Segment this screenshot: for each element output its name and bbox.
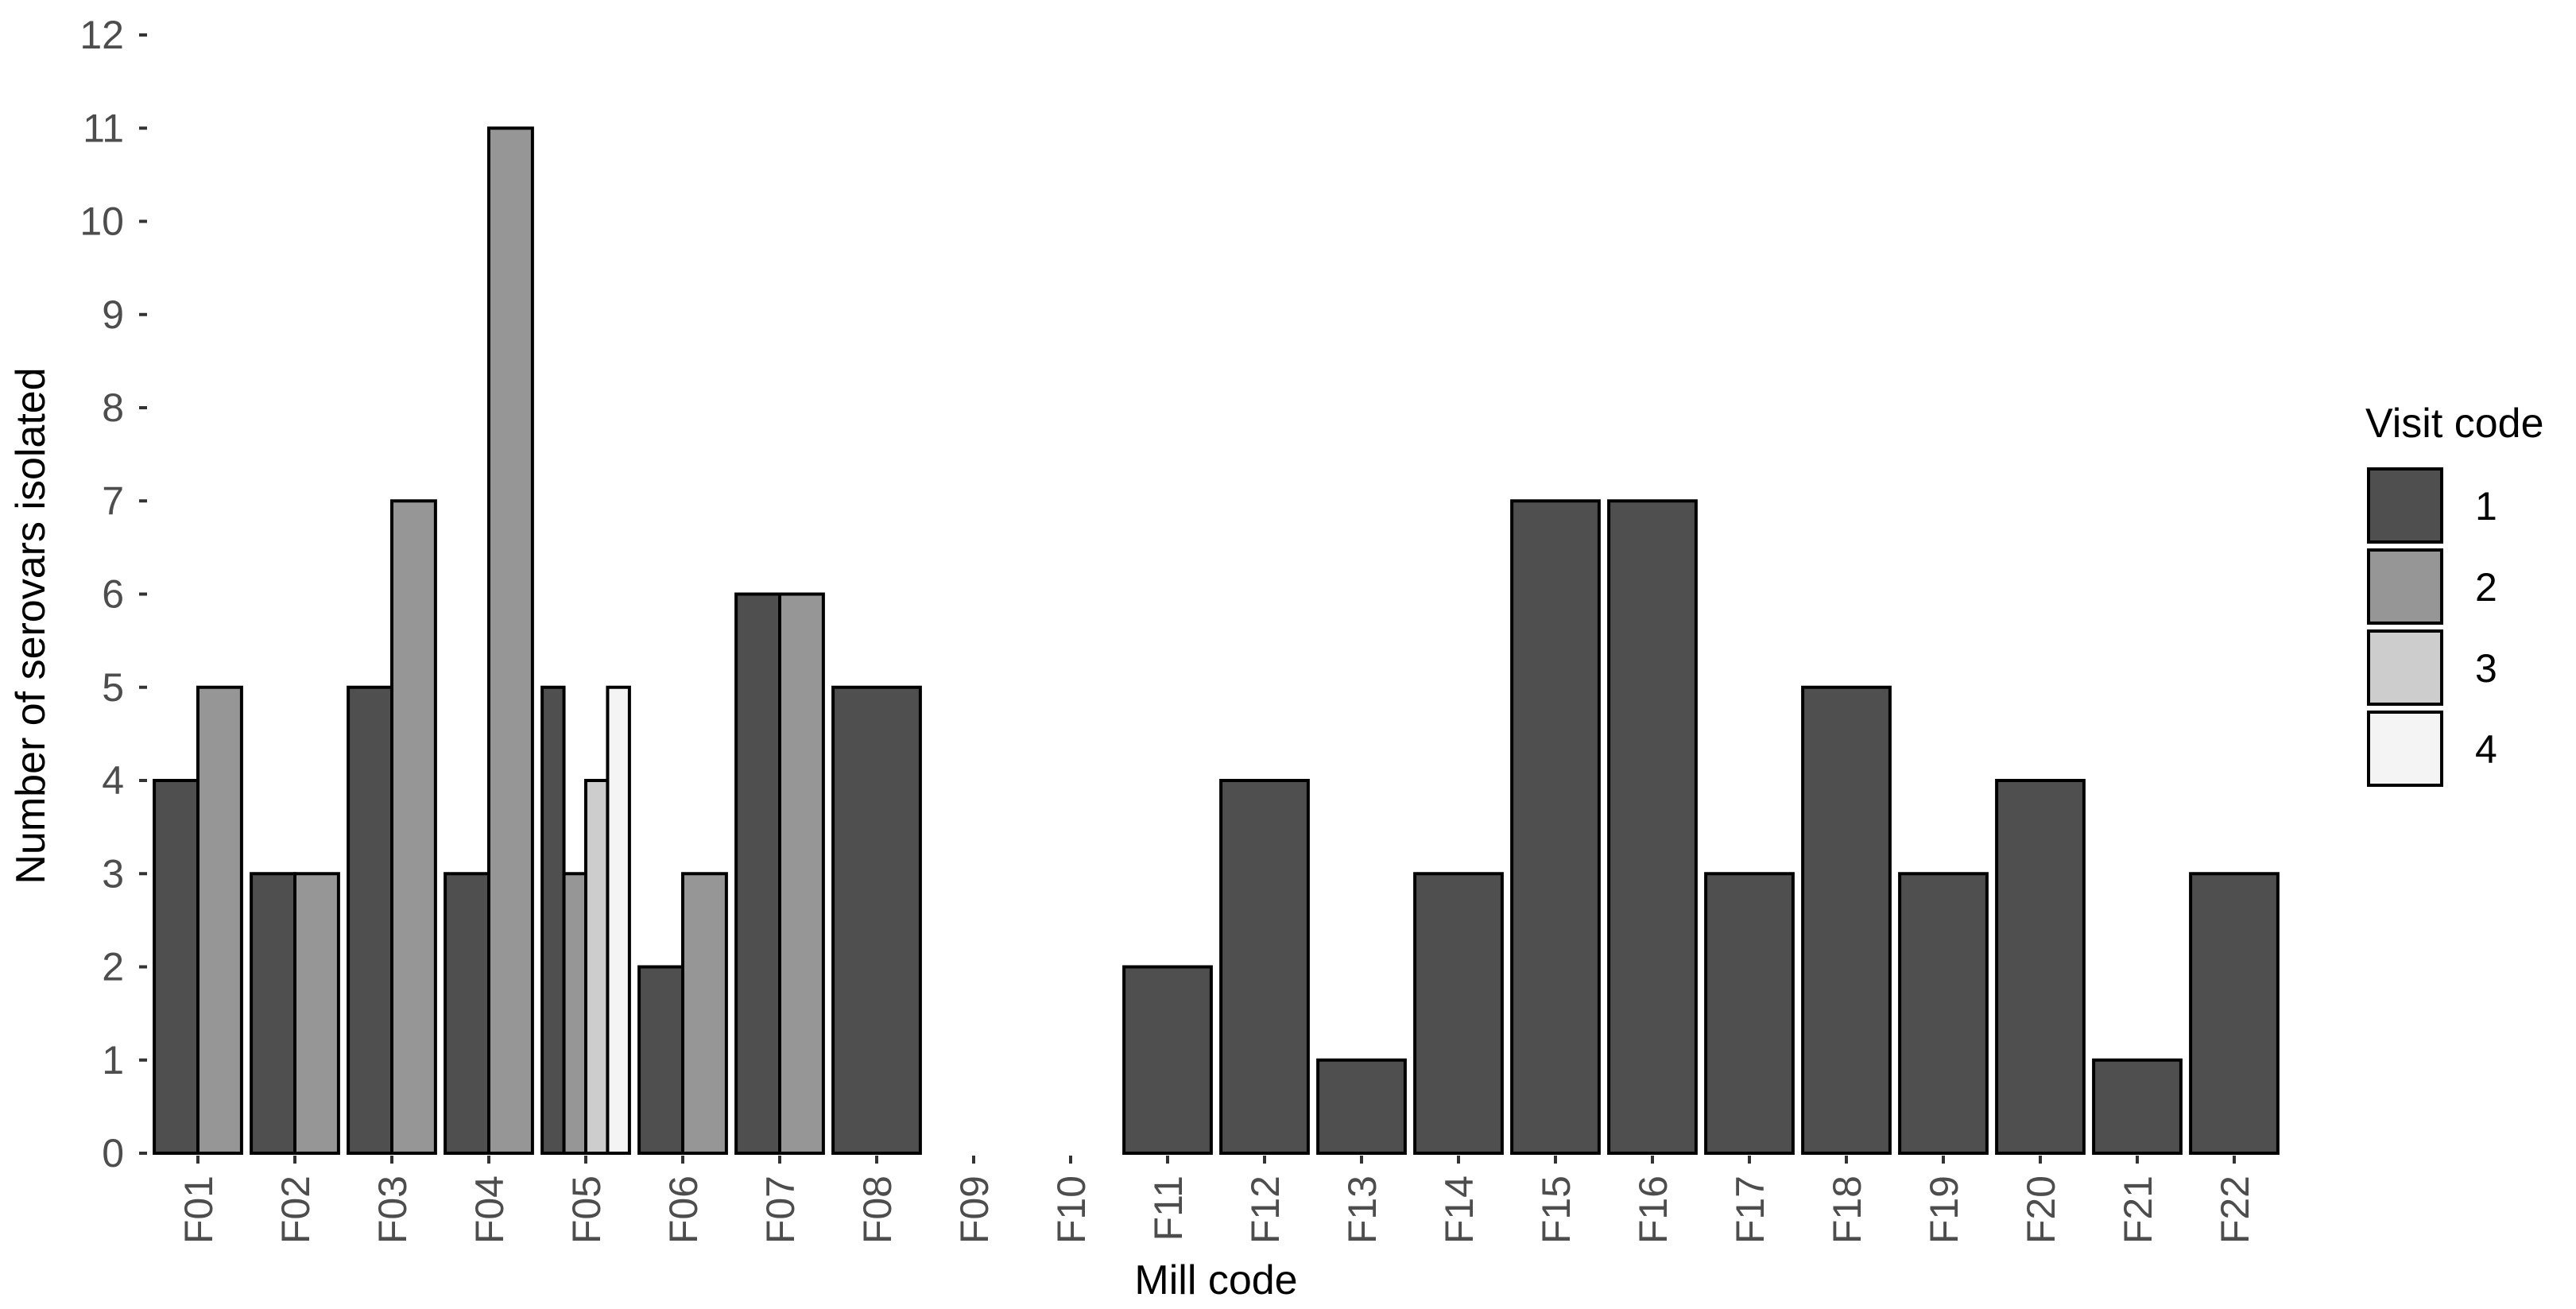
x-tick-label: F19 [1922,1175,1966,1244]
y-tick-label: 1 [102,1038,124,1082]
x-tick-label: F15 [1534,1175,1579,1244]
bar-F22-visit-1 [2189,872,2280,1155]
x-tick-label: F08 [855,1175,900,1244]
x-axis: F01 F02 F03 F04 F05 F06 F07 F08 F09 F10 F11 F12 F13 F… [176,1156,2257,1244]
x-tick-label: F14 [1437,1175,1482,1244]
bar-F03-visit-1 [347,685,394,1155]
x-tick-label: F12 [1243,1175,1288,1244]
legend-key-3 [2367,629,2443,706]
x-tick-label: F07 [758,1175,803,1244]
y-tick-label: 11 [83,106,124,150]
x-tick-label: F20 [2019,1175,2063,1244]
bar-F02-visit-1 [250,872,297,1155]
y-tick-label: 12 [79,13,124,57]
x-tick-label: F01 [176,1175,221,1244]
y-tick-label: 3 [102,851,124,896]
x-tick-label: F13 [1340,1175,1385,1244]
x-tick-label: F16 [1631,1175,1675,1244]
x-tick-label: F11 [1146,1175,1191,1241]
y-tick-label: 10 [79,199,124,244]
x-tick-label: F10 [1049,1175,1094,1244]
y-tick-label: 4 [102,758,124,803]
bar-F14-visit-1 [1413,872,1504,1155]
bar-F07-visit-2 [778,592,825,1155]
bar-F04-visit-1 [444,872,490,1155]
legend-label-3: 3 [2475,646,2497,691]
bar-F05-visit-2 [562,872,587,1155]
legend-key-4 [2367,711,2443,787]
bar-F16-visit-1 [1607,499,1698,1155]
legend-title: Visit code [2365,401,2544,447]
y-axis-title: Number of serovars isolated [8,367,54,884]
bar-F17-visit-1 [1704,872,1795,1155]
legend-key-1 [2367,467,2443,544]
bar-F05-visit-1 [540,685,566,1155]
bar-F11-visit-1 [1122,965,1213,1155]
bar-F01-visit-2 [196,685,243,1155]
bar-F06-visit-2 [681,872,728,1155]
legend: Visit code 1 2 3 4 [2365,401,2544,787]
x-tick-label: F05 [564,1175,609,1244]
x-tick-label: F02 [273,1175,318,1244]
y-tick-label: 6 [102,572,124,617]
y-tick-label: 9 [102,292,124,337]
bar-F20-visit-1 [1995,779,2086,1155]
legend-label-4: 4 [2475,727,2497,772]
y-tick-label: 7 [102,478,124,523]
legend-key-2 [2367,548,2443,625]
x-tick-label: F22 [2213,1175,2257,1244]
y-tick-label: 2 [102,945,124,989]
bar-F08-visit-1 [831,685,922,1155]
bar-F15-visit-1 [1510,499,1601,1155]
bar-F18-visit-1 [1801,685,1892,1155]
bar-F03-visit-2 [390,499,437,1155]
bar-F01-visit-1 [153,779,200,1155]
y-tick-label: 5 [102,665,124,710]
bar-F21-visit-1 [2092,1058,2183,1155]
x-tick-label: F03 [370,1175,415,1244]
y-tick-label: 0 [102,1131,124,1175]
bar-F05-visit-3 [584,779,610,1155]
x-axis-title: Mill code [1134,1257,1297,1303]
x-tick-label: F21 [2116,1175,2160,1244]
legend-label-1: 1 [2475,484,2497,529]
x-tick-label: F06 [661,1175,706,1244]
x-tick-label: F04 [467,1175,512,1244]
bar-F07-visit-1 [734,592,781,1155]
x-tick-label: F17 [1728,1175,1772,1244]
bar-F06-visit-1 [637,965,684,1155]
bar-F12-visit-1 [1219,779,1310,1155]
bar-F05-visit-4 [606,685,631,1155]
y-tick-label: 8 [102,385,124,430]
bar-F04-visit-2 [487,126,534,1155]
bar-F19-visit-1 [1898,872,1989,1155]
bar-F02-visit-2 [293,872,340,1155]
x-tick-label: F18 [1825,1175,1869,1244]
bar-F13-visit-1 [1316,1058,1407,1155]
legend-label-2: 2 [2475,565,2497,610]
x-tick-label: F09 [952,1175,997,1244]
bars-layer [153,126,2280,1155]
